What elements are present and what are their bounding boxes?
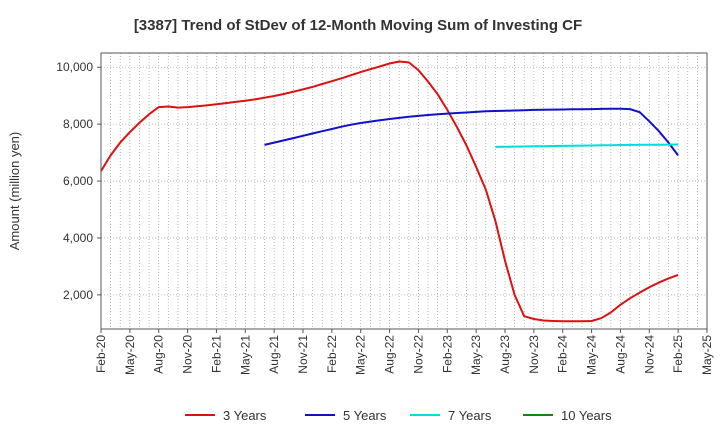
x-tick-label: May-20 [123, 335, 137, 375]
x-tick-label: Feb-21 [209, 335, 223, 373]
chart-title: [3387] Trend of StDev of 12-Month Moving… [134, 17, 582, 34]
series-line-3-years [100, 60, 679, 323]
x-tick-label: Nov-22 [411, 335, 425, 374]
x-tick-label: Feb-23 [440, 335, 454, 373]
series-line-5-years [264, 107, 679, 156]
y-tick-label: 2,000 [63, 288, 93, 302]
plot-frame [100, 52, 708, 330]
series-layer [100, 60, 679, 323]
x-tick-label: May-25 [700, 335, 714, 375]
grid-layer [101, 53, 707, 329]
x-tick-label: Nov-24 [642, 335, 656, 374]
y-tick-label: 4,000 [63, 231, 93, 245]
y-axis-label: Amount (million yen) [7, 132, 22, 251]
x-tick-label: Feb-22 [325, 335, 339, 373]
x-tick-label: Nov-20 [181, 335, 195, 374]
x-tick-label: Aug-22 [383, 335, 397, 374]
x-tick-label: Aug-21 [267, 335, 281, 374]
x-tick-label: May-22 [354, 335, 368, 375]
x-tick-label: Feb-24 [556, 335, 570, 373]
x-tick-label: Nov-21 [296, 335, 310, 374]
x-tick-label: Feb-25 [671, 335, 685, 373]
y-tick-label: 10,000 [56, 60, 93, 74]
x-tick-label: Nov-23 [527, 335, 541, 374]
x-tick-label: May-24 [585, 335, 599, 375]
x-tick-label: Aug-23 [498, 335, 512, 374]
legend: 3 Years 5 Years 7 Years 10 Years [185, 408, 612, 423]
y-tick-labels: 2,000 4,000 6,000 8,000 10,000 [56, 60, 101, 302]
x-tick-label: Aug-20 [152, 335, 166, 374]
x-tick-label: May-21 [238, 335, 252, 375]
y-tick-label: 8,000 [63, 117, 93, 131]
legend-label: 7 Years [448, 408, 492, 423]
legend-label: 5 Years [343, 408, 387, 423]
legend-label: 10 Years [561, 408, 612, 423]
legend-label: 3 Years [223, 408, 267, 423]
x-tick-label: May-23 [469, 335, 483, 375]
x-tick-label: Feb-20 [94, 335, 108, 373]
y-tick-label: 6,000 [63, 174, 93, 188]
x-tick-labels: Feb-20 May-20 Aug-20 Nov-20 Feb-21 May-21 Aug-… [94, 329, 714, 375]
series-line-7-years [495, 143, 679, 148]
x-tick-label: Aug-24 [613, 335, 627, 374]
